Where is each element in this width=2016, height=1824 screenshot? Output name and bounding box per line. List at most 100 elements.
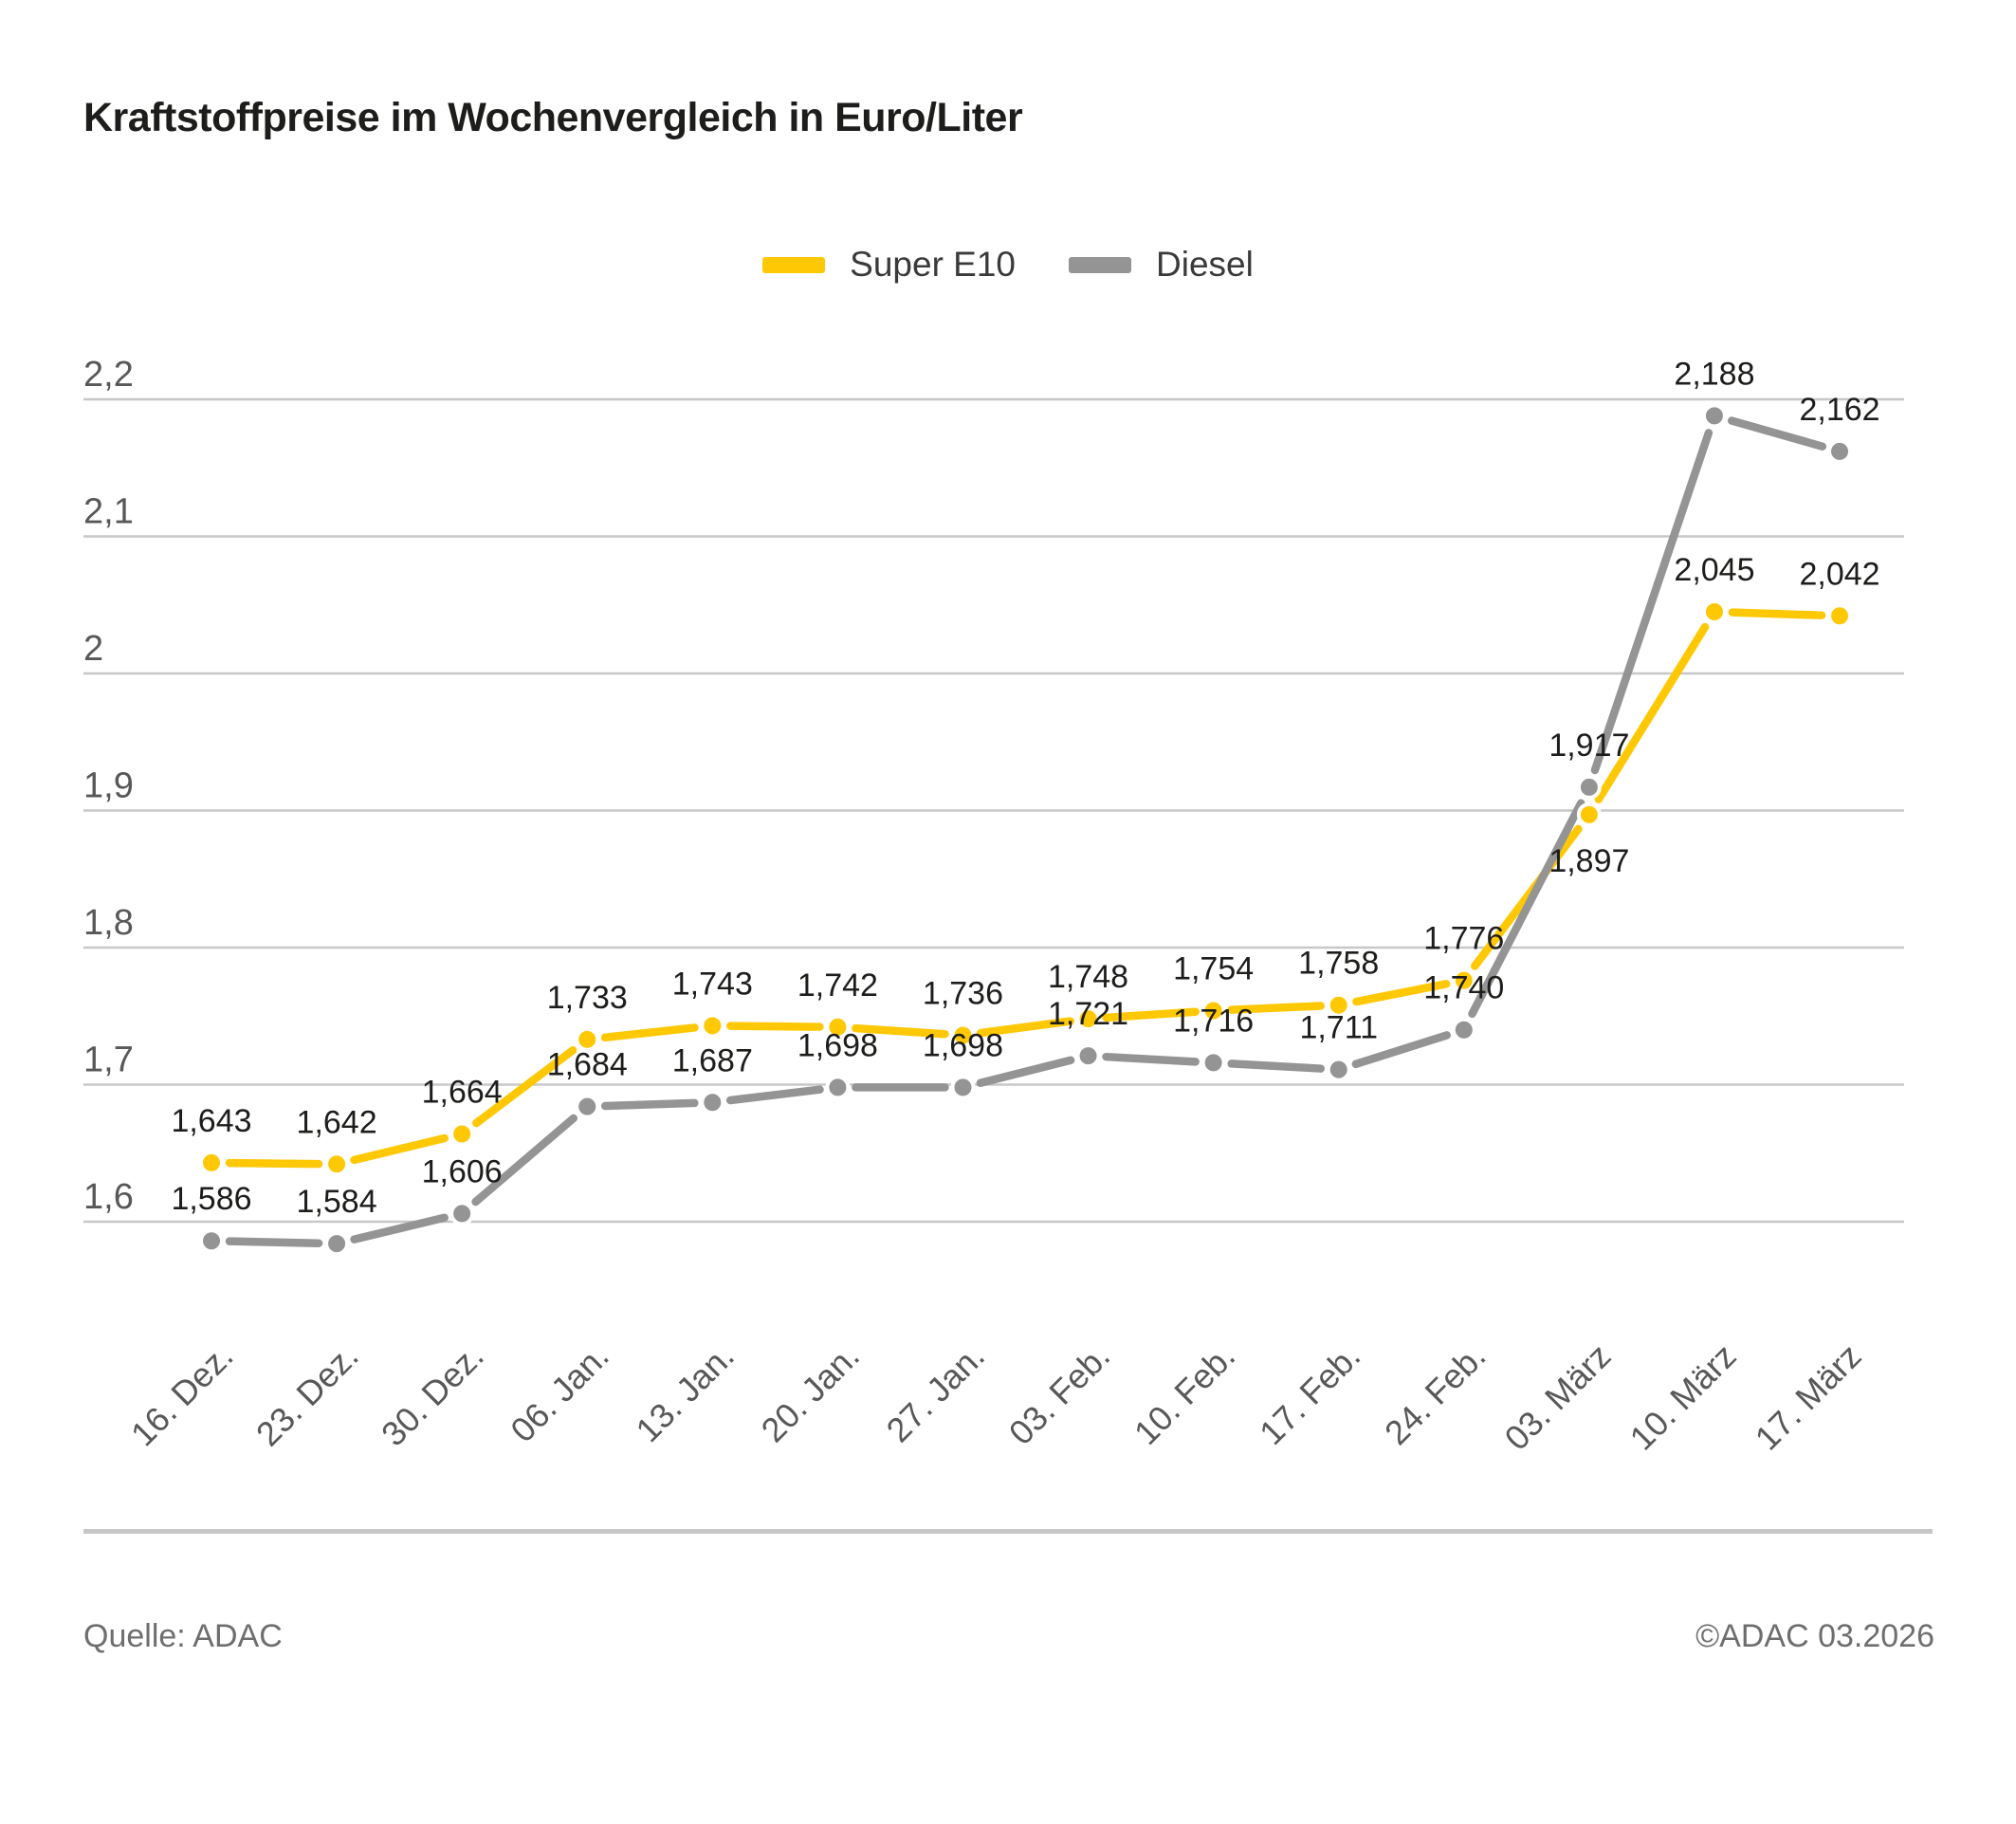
legend-label-super-e10: Super E10 xyxy=(850,245,1017,284)
y-axis-tick-label: 2 xyxy=(83,629,103,669)
y-axis-tick-label: 1,7 xyxy=(83,1041,134,1080)
line-segment xyxy=(1102,1052,1200,1066)
footer-divider xyxy=(83,1529,1933,1534)
data-point-marker xyxy=(199,1150,224,1175)
data-point-marker xyxy=(1075,1006,1101,1032)
data-point-label: 1,748 xyxy=(1048,959,1128,995)
data-point-label: 2,162 xyxy=(1799,392,1879,428)
data-point-label: 1,684 xyxy=(547,1047,628,1083)
data-point-label: 1,776 xyxy=(1423,921,1504,957)
x-axis-tick-label: 30. Dez. xyxy=(374,1336,491,1454)
y-axis-tick-label: 1,6 xyxy=(83,1177,134,1217)
line-segment xyxy=(1727,416,1827,451)
data-point-marker xyxy=(324,1152,350,1177)
line-segment xyxy=(471,1114,578,1207)
data-point-label: 1,754 xyxy=(1173,950,1254,986)
series-labels-diesel: 1,586 1,584 1,606 1,684 1,687 1,698 1,698 1,721… xyxy=(171,356,1879,1220)
data-point-marker xyxy=(1075,1043,1101,1069)
data-point-label: 1,698 xyxy=(923,1027,1003,1063)
data-point-label: 2,188 xyxy=(1674,356,1754,392)
line-segment xyxy=(1468,799,1585,1019)
data-point-label: 1,643 xyxy=(171,1103,251,1139)
data-point-marker xyxy=(1576,774,1602,800)
line-segment xyxy=(852,1023,949,1039)
data-point-marker xyxy=(575,1094,600,1119)
data-point-label: 1,664 xyxy=(422,1075,503,1111)
series-markers-diesel xyxy=(199,403,1853,1257)
legend-item-diesel: Diesel xyxy=(1069,245,1254,285)
data-point-marker xyxy=(825,1014,851,1040)
data-point-marker xyxy=(199,1228,224,1254)
data-point-marker xyxy=(700,1013,725,1039)
x-axis-tick-label: 03. Feb. xyxy=(1001,1336,1117,1452)
legend-label-diesel: Diesel xyxy=(1156,245,1254,284)
x-axis-tick-label: 23. Dez. xyxy=(248,1336,366,1454)
data-point-marker xyxy=(1827,438,1853,464)
line-segment xyxy=(350,1213,449,1244)
x-axis-tick-label: 13. Jan. xyxy=(628,1336,742,1450)
series-line-super-e10 xyxy=(225,608,1826,1169)
legend-swatch-super-e10 xyxy=(762,256,826,273)
data-point-label: 1,743 xyxy=(672,966,753,1002)
data-point-label: 1,917 xyxy=(1549,728,1629,764)
y-axis-tick-label: 1,8 xyxy=(83,903,134,943)
line-segment xyxy=(225,1237,323,1247)
data-point-marker xyxy=(1326,992,1351,1018)
data-point-label: 1,584 xyxy=(297,1184,377,1220)
x-axis-labels-group: 16. Dez. 23. Dez. 30. Dez. 06. Jan. 13. Jan.… xyxy=(123,1336,1869,1458)
line-segment xyxy=(350,1133,449,1165)
data-point-label: 1,642 xyxy=(297,1104,377,1140)
x-axis-tick-label: 17. Feb. xyxy=(1252,1336,1367,1452)
data-point-label: 2,045 xyxy=(1674,552,1754,588)
data-point-marker xyxy=(1576,801,1602,827)
data-point-label: 1,736 xyxy=(923,975,1003,1011)
data-point-marker xyxy=(324,1231,350,1257)
data-point-marker xyxy=(1200,998,1226,1023)
data-point-marker xyxy=(449,1201,475,1226)
x-axis-tick-label: 24. Feb. xyxy=(1377,1336,1493,1452)
line-segment xyxy=(976,1056,1075,1088)
line-segment xyxy=(1227,1059,1325,1073)
line-segment xyxy=(1351,1031,1451,1069)
data-point-marker xyxy=(575,1026,600,1052)
footer-source: Quelle: ADAC xyxy=(83,1618,283,1654)
line-segment xyxy=(472,1046,577,1128)
data-point-marker xyxy=(1701,403,1727,429)
line-segment xyxy=(726,1022,824,1031)
x-axis-tick-label: 17. März xyxy=(1748,1336,1869,1458)
data-point-label: 1,698 xyxy=(797,1027,878,1063)
legend-item-super-e10: Super E10 xyxy=(762,245,1016,285)
y-axis-tick-label: 2,1 xyxy=(83,492,134,532)
x-axis-tick-label: 10. März xyxy=(1622,1336,1744,1458)
line-segment xyxy=(977,1017,1074,1038)
data-point-marker xyxy=(1701,599,1727,624)
footer-copyright: ©ADAC 03.2026 xyxy=(1695,1618,1934,1654)
line-segment xyxy=(600,1098,699,1111)
data-point-label: 1,721 xyxy=(1048,996,1128,1032)
data-point-label: 1,711 xyxy=(1299,1010,1378,1046)
data-point-marker xyxy=(950,1023,976,1048)
line-segment xyxy=(1594,622,1710,803)
line-segment xyxy=(1728,608,1826,619)
data-point-label: 1,742 xyxy=(797,967,878,1004)
x-axis-tick-label: 27. Jan. xyxy=(879,1336,993,1450)
line-segment xyxy=(1352,980,1451,1006)
y-axis-tick-label: 2,2 xyxy=(83,355,134,395)
page-title: Kraftstoffpreise im Wochenvergleich in E… xyxy=(83,95,1023,140)
x-axis-tick-label: 16. Dez. xyxy=(123,1336,241,1454)
x-axis-tick-label: 10. Feb. xyxy=(1127,1336,1242,1452)
data-point-label: 1,586 xyxy=(171,1181,251,1217)
data-point-label: 1,758 xyxy=(1298,946,1379,982)
data-point-marker xyxy=(1451,967,1476,993)
series-labels-super-e10: 1,643 1,642 1,664 1,733 1,743 1,742 1,736 1,748… xyxy=(171,552,1879,1140)
data-point-label: 1,687 xyxy=(672,1042,753,1078)
data-point-marker xyxy=(1326,1057,1351,1082)
data-point-label: 1,606 xyxy=(422,1153,503,1189)
line-segment xyxy=(1471,824,1583,970)
data-point-marker xyxy=(950,1075,976,1100)
line-segment xyxy=(1102,1007,1200,1023)
x-axis-tick-label: 06. Jan. xyxy=(503,1336,616,1450)
data-point-marker xyxy=(1451,1017,1476,1042)
chart-legend: Super E10 Diesel xyxy=(0,245,2016,285)
line-segment xyxy=(1590,429,1714,775)
